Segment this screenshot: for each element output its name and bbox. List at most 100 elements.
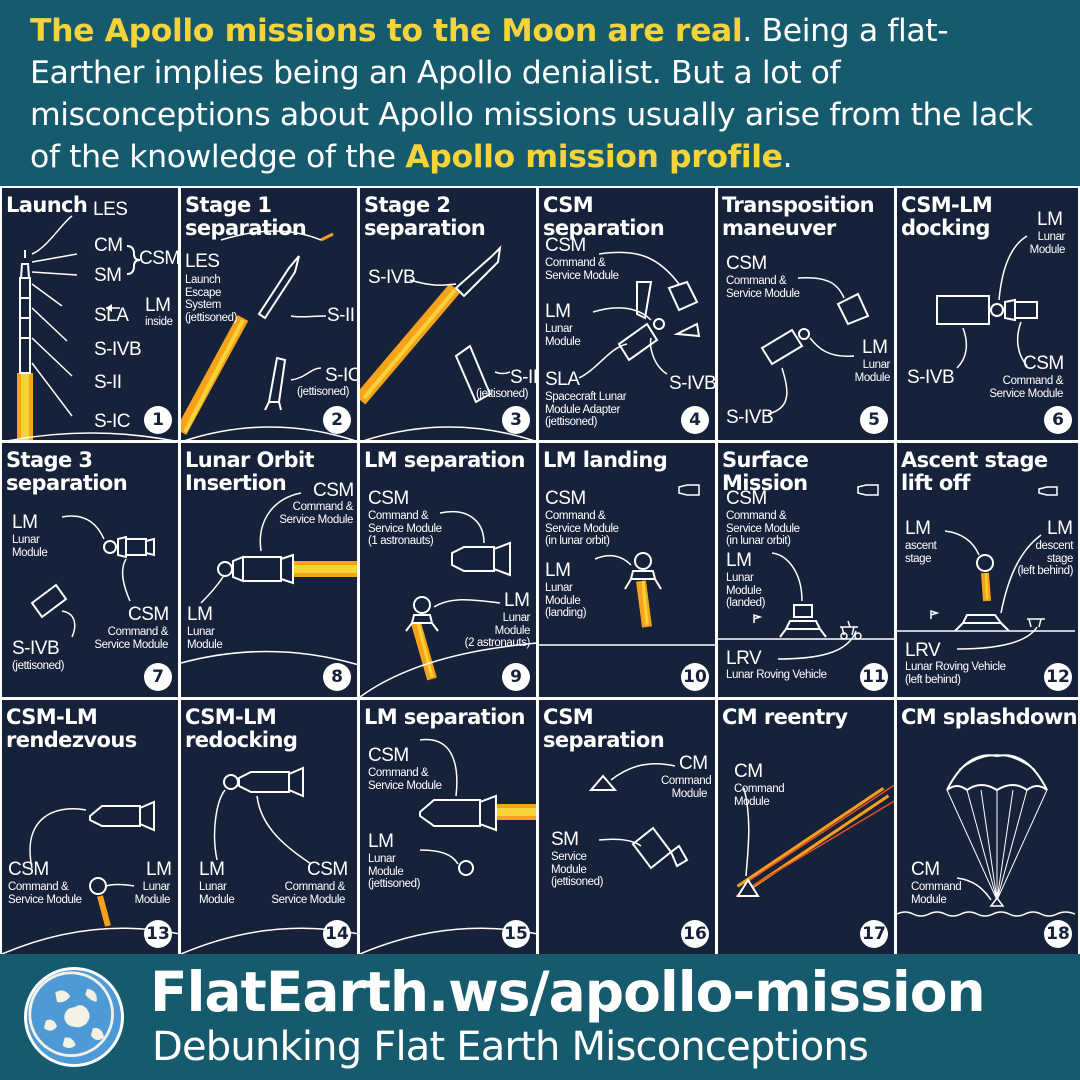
panel-11-surface-mission: Surface Mission CSM Command & Service Mo…	[718, 443, 894, 697]
label-lm-ascent: LM	[905, 518, 931, 539]
ascent-lift-off-illustration	[897, 486, 1075, 650]
label-sla: SLA	[545, 369, 580, 390]
label-s-ii: S-II	[510, 367, 536, 388]
label-lm: LM	[862, 337, 888, 358]
panel-title: CSM separation	[543, 705, 665, 752]
lm-jettison-illustration	[360, 738, 536, 954]
label-lm-desc: Lunar Module	[12, 534, 48, 559]
label-csm: CSM	[368, 745, 409, 766]
panel-title: CSM-LM docking	[901, 193, 993, 240]
label-cm: CM	[911, 859, 940, 880]
label-lm-desc: Lunar Module	[134, 881, 171, 906]
step-number: 14	[323, 920, 351, 948]
splashdown-parachutes-illustration	[897, 754, 1075, 917]
label-s-ic: S-IC	[325, 365, 357, 386]
stage-2-separation-illustration	[360, 245, 535, 440]
label-csm: CSM	[726, 253, 767, 274]
label-csm-desc: Command & Service Module (1 astronauts)	[368, 510, 442, 547]
label-lrv-desc: Lunar Roving Vehicle	[726, 669, 827, 681]
label-s-ic: S-IC	[94, 411, 131, 432]
label-lm: LM	[504, 590, 530, 611]
label-csm: CSM	[139, 248, 178, 269]
label-lm: LM	[368, 831, 394, 852]
label-lrv: LRV	[905, 640, 941, 661]
footer-tagline: Debunking Flat Earth Misconceptions	[152, 1024, 869, 1070]
panel-7-stage-3-separation: Stage 3 separation LM Lunar Module S-IVB…	[2, 443, 178, 697]
label-cm: CM	[94, 235, 123, 256]
label-lm: LM	[1037, 209, 1063, 230]
intro-paragraph: The Apollo missions to the Moon are real…	[0, 0, 1080, 178]
label-lm: LM	[145, 295, 171, 316]
lm-separation-descent-illustration	[360, 511, 536, 697]
label-lm: LM	[187, 604, 213, 625]
surface-mission-illustration	[718, 484, 894, 660]
label-lrv-desc: Lunar Roving Vehicle (left behind)	[905, 661, 1006, 686]
label-sm-desc: Service Module (jettisoned)	[551, 851, 604, 888]
step-number: 17	[860, 920, 888, 948]
panel-title: LM separation	[364, 705, 525, 729]
footer-site-url: FlatEarth.ws/apollo-mission	[150, 960, 986, 1024]
label-lm: LM	[545, 560, 571, 581]
step-number: 1	[144, 406, 172, 434]
panel-10-lm-landing: LM landing CSM Command & Service Module …	[539, 443, 715, 697]
label-csm-desc: Command & Service Module	[271, 881, 345, 906]
step-number: 8	[323, 663, 351, 691]
label-lm: LM	[146, 859, 172, 880]
label-lrv: LRV	[726, 648, 762, 669]
panel-1-launch: Launch LES CM SM CSM SLA LM inside S-IVB…	[2, 188, 178, 440]
stage-1-separation-illustration	[181, 230, 356, 440]
step-number: 4	[681, 406, 709, 434]
label-csm-desc: Command & Service Module (in lunar orbit…	[726, 510, 800, 547]
panel-3-stage-2-separation: Stage 2 separation S-IVB S-II (jettisone…	[360, 188, 536, 440]
header-banner: The Apollo missions to the Moon are real…	[0, 0, 1080, 186]
panel-4-csm-separation: CSM separation CSM Command & Service Mod…	[539, 188, 715, 440]
panel-title: Transposition maneuver	[722, 193, 875, 240]
label-csm: CSM	[545, 488, 586, 509]
step-number: 18	[1044, 920, 1072, 948]
label-lm-desc: Lunar Module	[545, 323, 581, 348]
panel-16-csm-separation: CSM separation CM Command Module SM Serv…	[539, 700, 715, 954]
label-s-ic-note: (jettisoned)	[297, 386, 350, 398]
label-s-ivb: S-IVB	[726, 407, 774, 428]
label-csm-desc: Command & Service Module	[726, 275, 800, 300]
label-sm: SM	[551, 829, 579, 850]
label-lm-desc: Lunar Module (2 astronauts)	[464, 612, 531, 649]
label-les: LES	[185, 251, 220, 272]
label-lm: LM	[726, 550, 752, 571]
label-cm: CM	[679, 753, 708, 774]
panel-title: CSM-LM redocking	[185, 705, 298, 752]
label-lm-ascent-desc: ascent stage	[905, 540, 937, 565]
label-lm-desc: Lunar Module	[1029, 231, 1066, 256]
label-s-ivb: S-IVB	[368, 267, 416, 288]
label-sm: SM	[94, 265, 122, 286]
label-lm-desc: Lunar Module	[854, 359, 891, 384]
label-s-ii-note: (jettisoned)	[476, 388, 529, 400]
csm-separation-illustration	[578, 251, 701, 379]
label-s-ivb: S-IVB	[94, 339, 142, 360]
label-csm-desc: Command & Service Module	[94, 626, 168, 651]
redocking-illustration	[181, 766, 357, 954]
intro-text: . Being a flat-Earther implies being an …	[30, 13, 1033, 175]
docking-illustration	[936, 235, 1038, 369]
label-lm-inside: inside	[145, 316, 173, 328]
intro-highlight: The Apollo missions to the Moon are real	[30, 13, 743, 49]
label-lm: LM	[199, 859, 225, 880]
label-csm: CSM	[8, 859, 49, 880]
label-s-ivb: S-IVB	[907, 367, 955, 388]
label-lm-desc: Lunar Module	[187, 626, 223, 651]
label-lm-desc: Lunar Module (landing)	[545, 582, 587, 619]
panel-5-transposition-maneuver: Transposition maneuver CSM Command & Ser…	[718, 188, 894, 440]
panel-title: CSM separation	[543, 193, 665, 240]
step-number: 11	[860, 663, 888, 691]
lm-landing-illustration	[539, 484, 715, 646]
label-csm-desc: Command & Service Module	[989, 375, 1063, 400]
label-cm: CM	[734, 761, 763, 782]
label-csm: CSM	[545, 235, 586, 256]
launch-rocket-illustration	[8, 215, 174, 440]
panel-title: Ascent stage lift off	[901, 448, 1048, 495]
label-csm-desc: Command & Service Module	[279, 501, 353, 526]
label-s-ii: S-II	[94, 372, 122, 393]
label-lm-descent-desc: descent stage (left behind)	[1017, 540, 1073, 577]
label-lm: LM	[545, 301, 571, 322]
step-number: 13	[144, 920, 172, 948]
